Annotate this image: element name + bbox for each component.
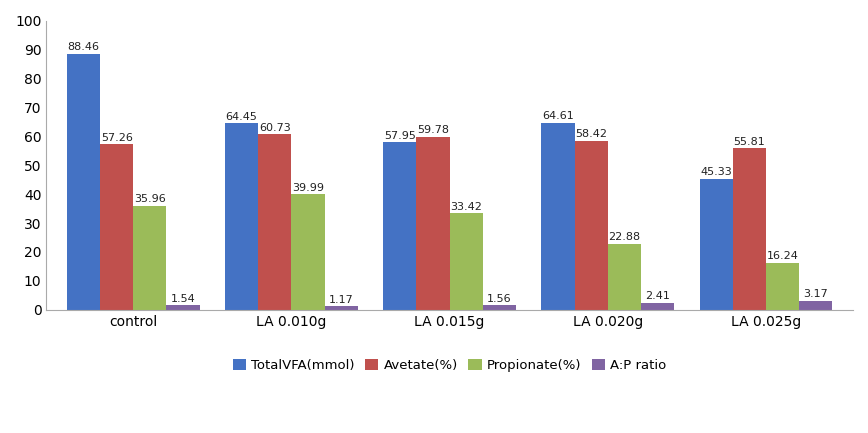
Text: 1.56: 1.56 (487, 294, 512, 304)
Text: 45.33: 45.33 (700, 167, 732, 177)
Bar (799, 301, 832, 310)
Text: 55.81: 55.81 (733, 137, 766, 147)
Bar (450, 213, 483, 310)
Bar (67, 54, 100, 310)
Text: 60.73: 60.73 (259, 123, 291, 132)
Text: 88.46: 88.46 (68, 42, 100, 52)
Bar (100, 144, 134, 310)
Bar (417, 137, 450, 310)
Bar (292, 194, 325, 310)
Bar (483, 305, 516, 310)
Text: 16.24: 16.24 (766, 252, 799, 262)
Bar (134, 206, 167, 310)
Bar (542, 123, 575, 310)
Text: 1.17: 1.17 (329, 295, 353, 305)
Bar (641, 303, 674, 310)
Text: 57.26: 57.26 (101, 133, 133, 143)
Bar (167, 305, 200, 310)
Bar (608, 244, 641, 310)
Text: 64.45: 64.45 (226, 112, 258, 122)
Text: 59.78: 59.78 (417, 126, 449, 136)
Text: 57.95: 57.95 (384, 131, 416, 141)
Text: 1.54: 1.54 (171, 294, 195, 304)
Bar (325, 307, 358, 310)
Text: 35.96: 35.96 (134, 194, 166, 204)
Bar (733, 149, 766, 310)
Bar (383, 142, 417, 310)
Legend: TotalVFA(mmol), Avetate(%), Propionate(%), A:P ratio: TotalVFA(mmol), Avetate(%), Propionate(%… (227, 354, 672, 378)
Text: 22.88: 22.88 (608, 232, 641, 242)
Bar (575, 141, 608, 310)
Text: 33.42: 33.42 (450, 202, 482, 212)
Text: 3.17: 3.17 (804, 289, 828, 299)
Text: 39.99: 39.99 (292, 183, 324, 193)
Text: 64.61: 64.61 (542, 111, 574, 121)
Bar (700, 179, 733, 310)
Bar (225, 123, 258, 310)
Text: 58.42: 58.42 (575, 129, 608, 139)
Bar (766, 263, 799, 310)
Bar (258, 134, 292, 310)
Text: 2.41: 2.41 (645, 291, 670, 301)
